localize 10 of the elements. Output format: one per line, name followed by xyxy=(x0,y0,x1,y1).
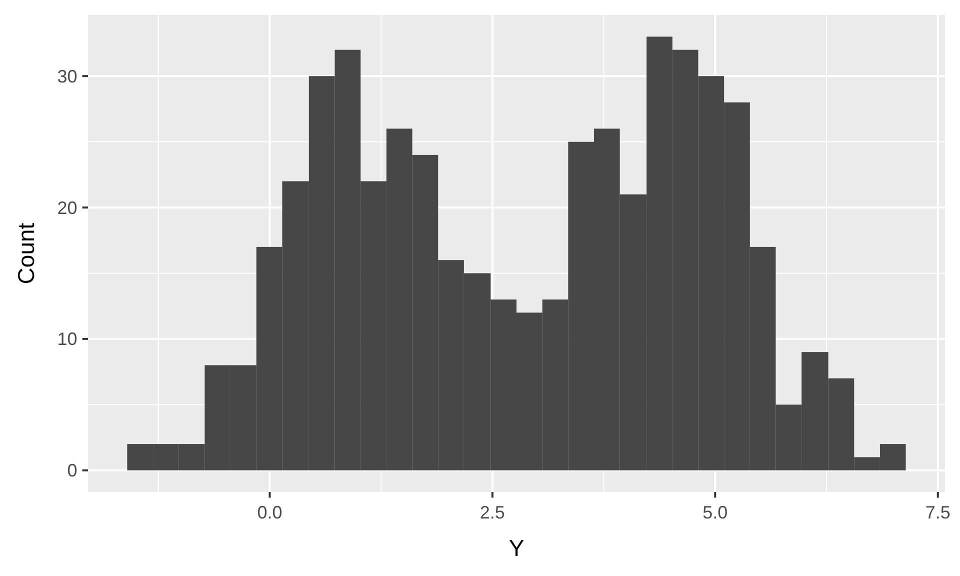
x-axis-title: Y xyxy=(508,535,524,561)
y-tick-label: 10 xyxy=(57,329,78,350)
x-tick-label: 7.5 xyxy=(925,502,950,523)
y-tick-label: 30 xyxy=(57,66,78,86)
y-axis-title: Count xyxy=(13,222,40,284)
x-tick-label: 2.5 xyxy=(480,502,505,523)
x-tick-label: 5.0 xyxy=(702,502,728,523)
y-tick-label: 20 xyxy=(57,198,78,218)
x-tick-label: 0.0 xyxy=(257,502,282,523)
y-tick-label: 0 xyxy=(67,460,78,481)
